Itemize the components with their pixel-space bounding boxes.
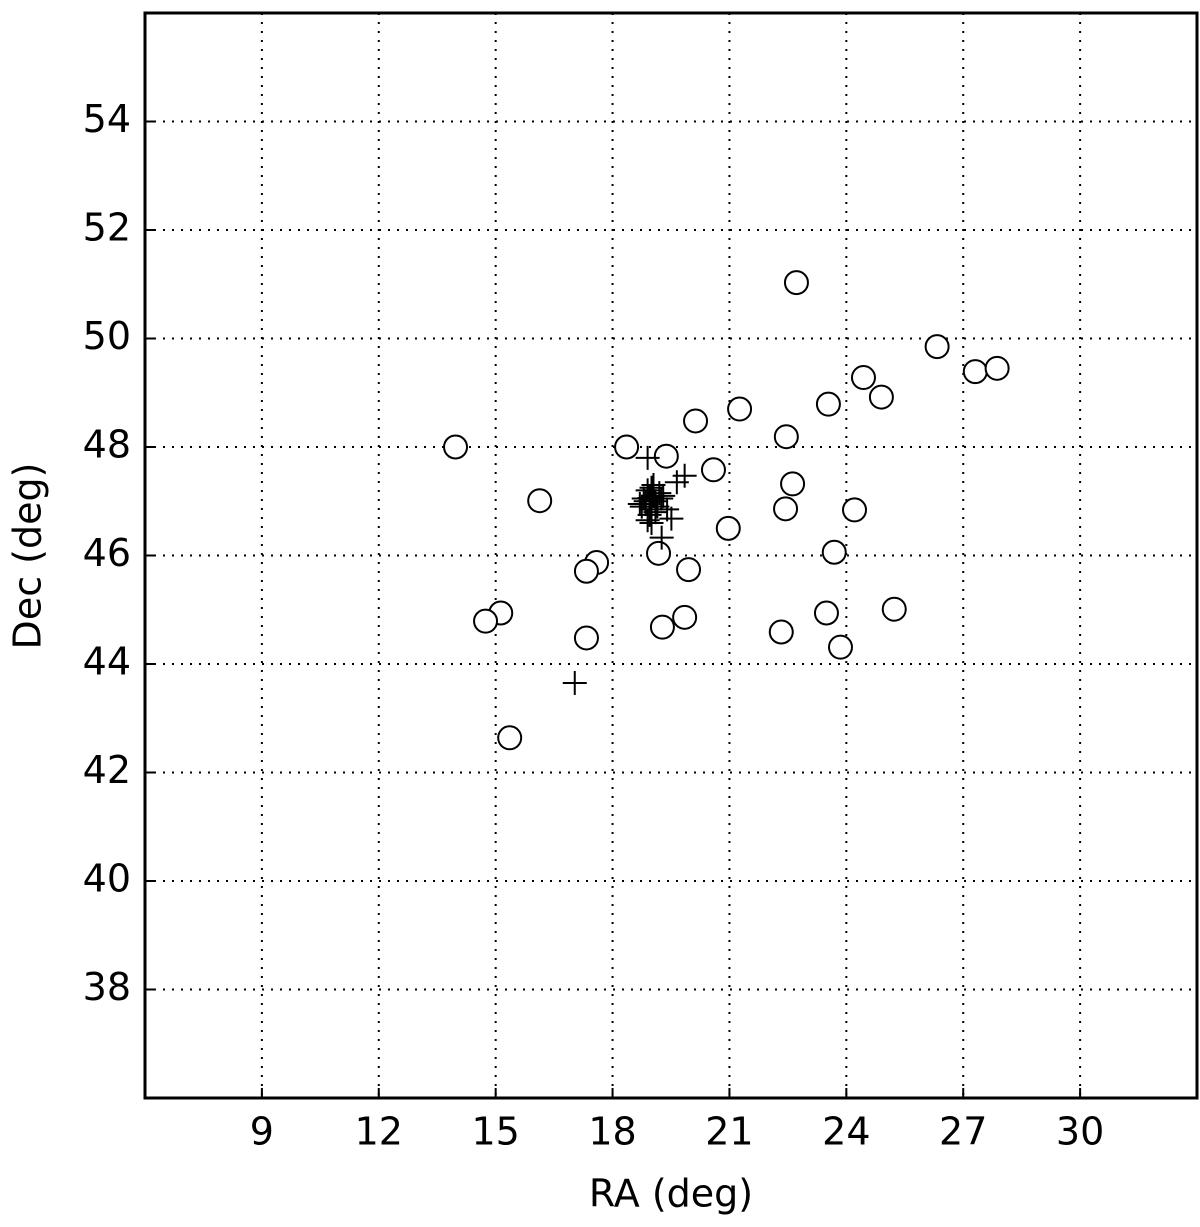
- cross-marker: [655, 497, 680, 522]
- circle-marker: [768, 619, 794, 645]
- y-tick-label: 38: [83, 965, 131, 1009]
- circle-marker: [827, 634, 853, 660]
- circle-marker: [984, 355, 1010, 381]
- y-tick-label: 40: [83, 857, 131, 901]
- circle-marker: [780, 471, 806, 497]
- cross-marker: [633, 489, 658, 514]
- cross-marker: [664, 470, 689, 495]
- y-tick-label: 42: [83, 748, 131, 792]
- circle-marker: [573, 625, 599, 651]
- cross-marker: [639, 510, 664, 535]
- circle-marker: [850, 365, 876, 391]
- circle-marker: [497, 725, 523, 751]
- x-tick-label: 15: [471, 1110, 519, 1154]
- circle-marker: [783, 270, 809, 296]
- x-tick-label: 12: [355, 1110, 403, 1154]
- cross-marker: [627, 491, 652, 516]
- circle-marker: [573, 558, 599, 584]
- y-tick-label: 54: [83, 97, 131, 141]
- circle-marker: [672, 604, 698, 630]
- circle-marker: [815, 391, 841, 417]
- cross-marker: [562, 670, 587, 695]
- circle-marker: [443, 434, 469, 460]
- cross-marker: [629, 494, 654, 519]
- circle-marker: [676, 557, 702, 583]
- circle-marker: [683, 408, 709, 434]
- circle-marker: [868, 384, 894, 410]
- circle-marker: [646, 540, 672, 566]
- circle-marker: [715, 515, 741, 541]
- circle-marker: [614, 434, 640, 460]
- circle-marker: [773, 424, 799, 450]
- circle-marker: [821, 539, 847, 565]
- circle-marker: [727, 396, 753, 422]
- circle-marker: [773, 496, 799, 522]
- cross-marker: [649, 486, 674, 511]
- x-tick-label: 9: [250, 1110, 274, 1154]
- cross-marker: [639, 475, 664, 500]
- y-tick-label: 44: [83, 640, 131, 684]
- y-tick-label: 52: [83, 206, 131, 250]
- circle-marker: [653, 443, 679, 469]
- circle-marker: [881, 596, 907, 622]
- circle-marker: [527, 488, 553, 514]
- circle-marker: [962, 359, 988, 385]
- cross-marker: [641, 472, 666, 497]
- plot-frame: [143, 11, 1199, 1100]
- cross-marker: [635, 445, 660, 470]
- circle-marker: [649, 614, 675, 640]
- y-tick-label: 50: [83, 314, 131, 358]
- cross-marker: [649, 525, 674, 550]
- x-tick-label: 30: [1056, 1110, 1104, 1154]
- circle-marker: [842, 497, 868, 523]
- x-tick-label: 21: [705, 1110, 753, 1154]
- y-axis-label: Dec (deg): [6, 463, 50, 650]
- x-tick-label: 24: [822, 1110, 870, 1154]
- x-axis-label: RA (deg): [589, 1172, 753, 1216]
- circle-marker: [700, 457, 726, 483]
- circle-marker: [473, 608, 499, 634]
- circle-marker: [813, 600, 839, 626]
- cross-marker: [643, 500, 668, 525]
- y-tick-label: 46: [83, 531, 131, 575]
- cross-marker: [659, 506, 684, 531]
- x-tick-label: 27: [939, 1110, 987, 1154]
- circle-marker: [924, 334, 950, 360]
- x-tick-label: 18: [588, 1110, 636, 1154]
- y-tick-label: 48: [83, 423, 131, 467]
